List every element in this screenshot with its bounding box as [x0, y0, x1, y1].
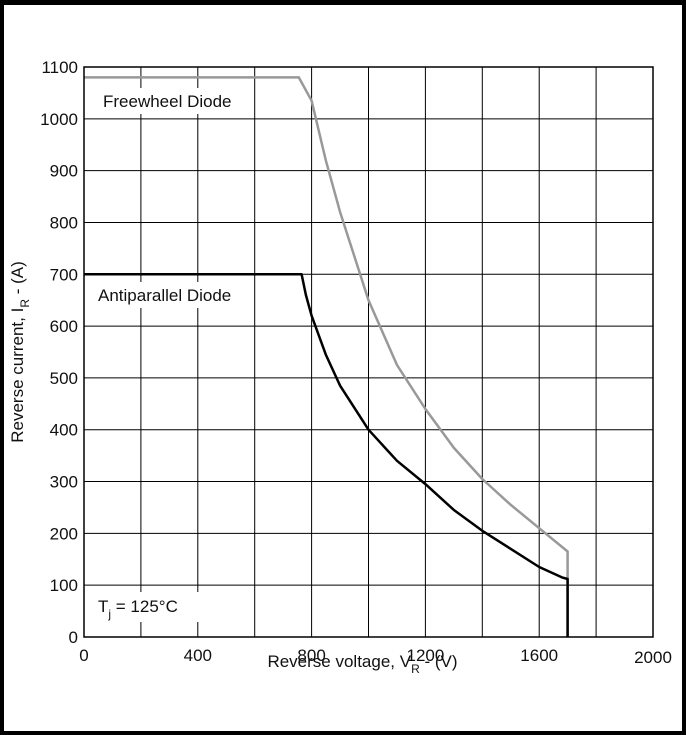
y-tick-label-200: 200: [50, 524, 78, 543]
y-tick-label-300: 300: [50, 473, 78, 492]
x-axis-title-tail: - (V): [420, 652, 458, 671]
plot-area: [83, 66, 654, 638]
x-axis-title: Reverse voltage, VR - (V): [267, 652, 457, 676]
series-layer: [84, 76, 569, 637]
y-axis-title-main: Reverse current, I: [8, 308, 27, 443]
annotation-tail: = 125°C: [111, 597, 178, 616]
temperature-annotation: Tj = 125°C: [98, 597, 178, 621]
y-axis-title-subscript: R: [18, 299, 32, 308]
freewheel-label-background: [95, 88, 253, 114]
x-tick-label-800: 800: [297, 646, 325, 665]
y-tick-label-1000: 1000: [40, 110, 78, 129]
y-tick-label-700: 700: [50, 265, 78, 284]
y-axis-title-tail: - (A): [8, 261, 27, 299]
x-axis-ticks: 0 400 800 1200 1600 2000: [79, 646, 672, 667]
y-tick-label-1100: 1100: [41, 58, 78, 77]
freewheel-diode-label: Freewheel Diode: [103, 92, 232, 111]
y-tick-label-900: 900: [50, 162, 78, 181]
series-line-freewheel-diode: [84, 76, 569, 637]
series-line-antiparallel-diode: [84, 273, 569, 637]
y-tick-label-100: 100: [50, 576, 78, 595]
x-axis-title-subscript: R: [411, 662, 420, 676]
temperature-annotation-background: [92, 592, 216, 622]
y-axis-ticks: 0 100 200 300 400 500 600 700 800 900 1000 1100: [40, 58, 78, 647]
annotation-subscript: j: [107, 607, 111, 621]
x-tick-label-1600: 1600: [520, 646, 558, 665]
x-tick-label-0: 0: [79, 646, 88, 665]
y-tick-label-500: 500: [50, 369, 78, 388]
y-tick-label-400: 400: [50, 421, 78, 440]
antiparallel-diode-label: Antiparallel Diode: [98, 286, 231, 305]
series-labels: Freewheel Diode Antiparallel Diode Tj = …: [92, 88, 253, 622]
x-tick-label-1200: 1200: [406, 646, 444, 665]
y-tick-label-800: 800: [50, 213, 78, 232]
y-axis-title: Reverse current, IR - (A): [8, 261, 32, 443]
x-tick-label-400: 400: [184, 646, 212, 665]
y-tick-label-600: 600: [50, 317, 78, 336]
annotation-main: T: [98, 597, 108, 616]
y-tick-label-0: 0: [69, 628, 78, 647]
x-axis-title-main: Reverse voltage, V: [267, 652, 411, 671]
antiparallel-label-background: [92, 282, 244, 308]
x-tick-label-2000: 2000: [634, 648, 672, 667]
